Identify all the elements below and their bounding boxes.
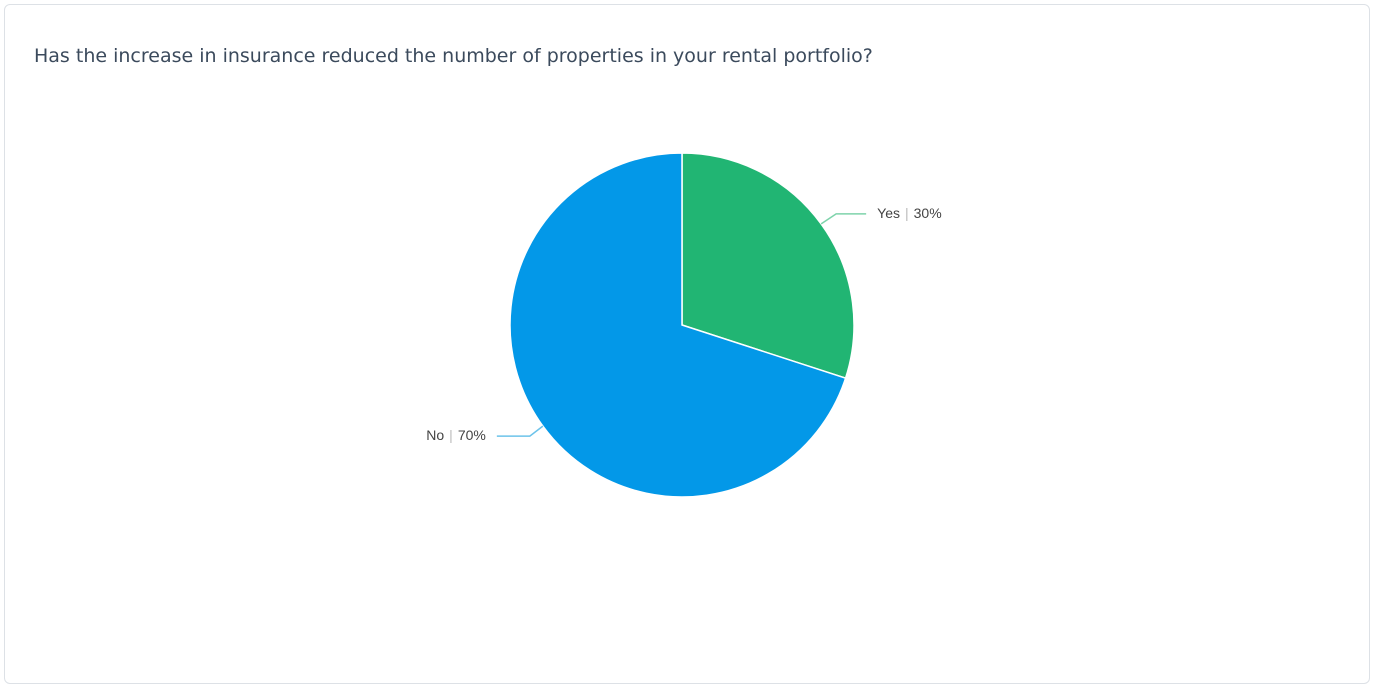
- label-separator: |: [905, 205, 909, 221]
- slice-label: Yes | 30%: [877, 205, 942, 221]
- slice-label: No | 70%: [426, 427, 486, 443]
- slice-category: Yes: [877, 205, 900, 221]
- chart-title: Has the increase in insurance reduced th…: [34, 45, 873, 67]
- slice-value: 70%: [458, 427, 486, 443]
- slice-category: No: [426, 427, 444, 443]
- leader-line: [496, 425, 544, 437]
- slice-value: 30%: [914, 205, 942, 221]
- leader-line: [820, 213, 867, 225]
- label-separator: |: [449, 427, 453, 443]
- chart: Has the increase in insurance reduced th…: [34, 45, 942, 498]
- pie-slice: [509, 152, 847, 498]
